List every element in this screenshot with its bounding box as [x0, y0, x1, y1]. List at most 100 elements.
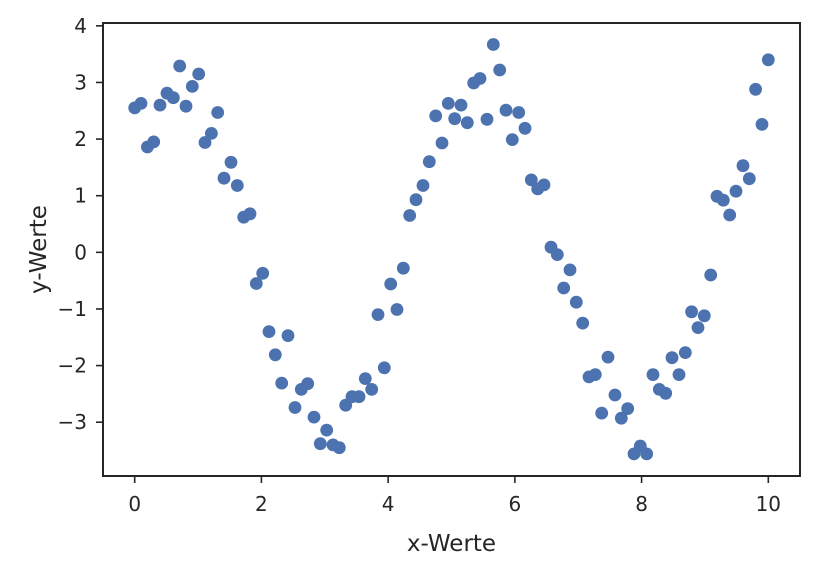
data-point	[563, 263, 577, 277]
data-point	[723, 208, 737, 222]
data-point	[192, 67, 206, 81]
data-point	[332, 441, 346, 455]
x-tick-label: 10	[756, 492, 781, 516]
data-point	[262, 325, 276, 338]
data-point	[288, 401, 302, 414]
data-point	[422, 155, 436, 169]
x-tick-label: 6	[508, 492, 521, 516]
data-point	[550, 248, 564, 261]
data-point	[448, 112, 462, 126]
data-point	[429, 109, 443, 123]
data-point	[365, 383, 379, 396]
data-point	[499, 103, 513, 117]
y-tick-label: −2	[58, 354, 87, 378]
data-point	[224, 155, 238, 169]
data-point	[281, 329, 295, 342]
data-point	[621, 402, 635, 415]
data-point	[211, 106, 225, 119]
data-point	[134, 97, 148, 110]
data-point	[640, 447, 654, 461]
y-tick-label: −3	[58, 410, 87, 434]
data-point	[608, 388, 622, 402]
data-point	[569, 295, 583, 309]
x-axis-ticks: 0 2 4 6 8 10	[128, 476, 781, 516]
plot-frame	[102, 22, 801, 477]
data-point	[198, 136, 212, 149]
data-point	[320, 423, 334, 437]
y-tick-label: 4	[74, 14, 87, 38]
data-point	[230, 179, 244, 192]
y-tick-label: 3	[74, 70, 87, 94]
data-point	[179, 99, 193, 113]
y-tick-label: 0	[74, 240, 87, 264]
x-tick-label: 4	[382, 492, 395, 516]
data-point	[307, 410, 321, 424]
data-point	[742, 172, 756, 186]
data-point	[147, 135, 161, 149]
data-point	[665, 351, 679, 365]
y-axis-ticks: −3 −2 −1 0 1 2 3 4	[58, 14, 103, 434]
data-point	[249, 277, 263, 290]
data-point	[435, 136, 449, 150]
data-point	[441, 97, 455, 110]
data-point	[576, 316, 590, 330]
data-point	[678, 346, 692, 359]
y-tick-label: 2	[74, 127, 87, 151]
data-point	[313, 437, 327, 451]
data-point	[473, 72, 487, 85]
data-point	[185, 80, 199, 93]
data-point	[588, 368, 602, 381]
data-point	[486, 38, 500, 51]
data-point	[480, 112, 494, 126]
data-point	[518, 121, 532, 135]
x-tick-label: 8	[635, 492, 648, 516]
y-axis-label: y-Werte	[26, 205, 52, 294]
data-point	[557, 281, 571, 295]
data-point	[217, 171, 231, 185]
data-point	[512, 106, 526, 119]
data-point	[493, 63, 507, 77]
data-point	[358, 372, 372, 385]
data-point	[659, 386, 673, 400]
data-point	[301, 377, 315, 391]
data-point	[205, 126, 218, 140]
data-point	[384, 277, 398, 291]
data-point	[454, 98, 468, 112]
data-point	[268, 348, 282, 362]
x-axis-label: x-Werte	[407, 531, 496, 557]
x-tick-label: 0	[128, 492, 141, 516]
data-point	[173, 59, 187, 73]
data-point	[716, 193, 730, 207]
data-point	[416, 179, 430, 192]
data-point	[761, 53, 775, 67]
data-point	[371, 308, 385, 321]
data-point	[685, 305, 698, 319]
data-point	[243, 207, 257, 221]
data-point	[672, 368, 686, 381]
data-point	[537, 178, 551, 192]
data-point	[524, 173, 538, 187]
data-point	[166, 91, 180, 105]
data-point	[403, 209, 417, 222]
data-point	[460, 116, 474, 130]
data-point	[749, 82, 762, 96]
data-point	[409, 193, 423, 207]
x-tick-label: 2	[255, 492, 268, 516]
data-point	[691, 321, 705, 334]
data-point	[390, 303, 404, 316]
data-point	[729, 184, 743, 198]
data-point	[755, 118, 769, 131]
data-point	[505, 133, 519, 147]
data-point	[275, 376, 289, 390]
y-tick-label: 1	[74, 184, 87, 208]
data-point	[646, 368, 660, 381]
data-point	[736, 159, 750, 173]
data-point	[352, 390, 366, 404]
data-point	[256, 266, 270, 280]
data-point	[595, 406, 609, 420]
data-points	[128, 38, 775, 461]
data-point	[153, 98, 167, 112]
data-point	[614, 411, 628, 425]
y-tick-label: −1	[58, 297, 87, 321]
